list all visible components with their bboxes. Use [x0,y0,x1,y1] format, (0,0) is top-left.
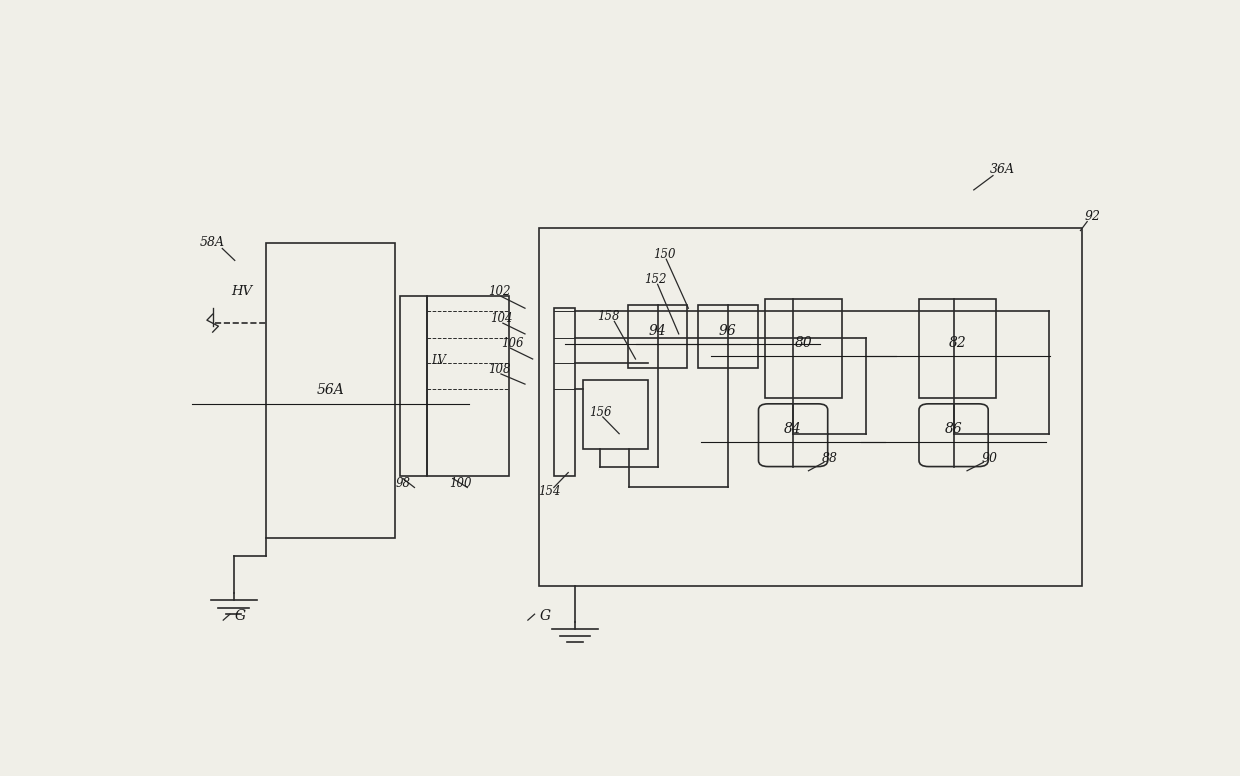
Text: 106: 106 [501,337,523,350]
Text: LV: LV [432,354,446,367]
Bar [539,227,1083,586]
Bar [627,305,687,368]
Text: 86: 86 [945,422,962,436]
Text: 80: 80 [795,335,812,349]
Text: 36A: 36A [990,163,1016,176]
Text: 104: 104 [490,312,512,325]
Text: 94: 94 [649,324,666,338]
Text: 154: 154 [538,485,560,498]
Text: 92: 92 [1085,210,1101,223]
Text: G: G [234,609,246,623]
Text: 100: 100 [449,476,472,490]
Bar [554,308,575,476]
Bar [765,300,842,398]
Text: 108: 108 [487,362,511,376]
Bar [401,296,427,476]
Text: 102: 102 [487,285,511,298]
Text: 158: 158 [598,310,620,323]
Text: 98: 98 [396,476,410,490]
Bar [919,300,996,398]
Text: 156: 156 [589,406,611,419]
Bar [427,296,508,476]
Text: 150: 150 [653,248,676,261]
Bar [583,380,649,449]
Text: 84: 84 [784,422,802,436]
Bar [698,305,758,368]
Text: G: G [539,609,551,623]
Text: HV: HV [231,285,252,298]
Text: 88: 88 [822,452,838,466]
Bar [265,242,396,539]
Text: 152: 152 [645,273,667,286]
Text: 82: 82 [949,335,966,349]
Text: 96: 96 [719,324,737,338]
Text: 90: 90 [981,452,997,466]
Text: 56A: 56A [316,383,345,397]
Text: 58A: 58A [200,236,226,249]
